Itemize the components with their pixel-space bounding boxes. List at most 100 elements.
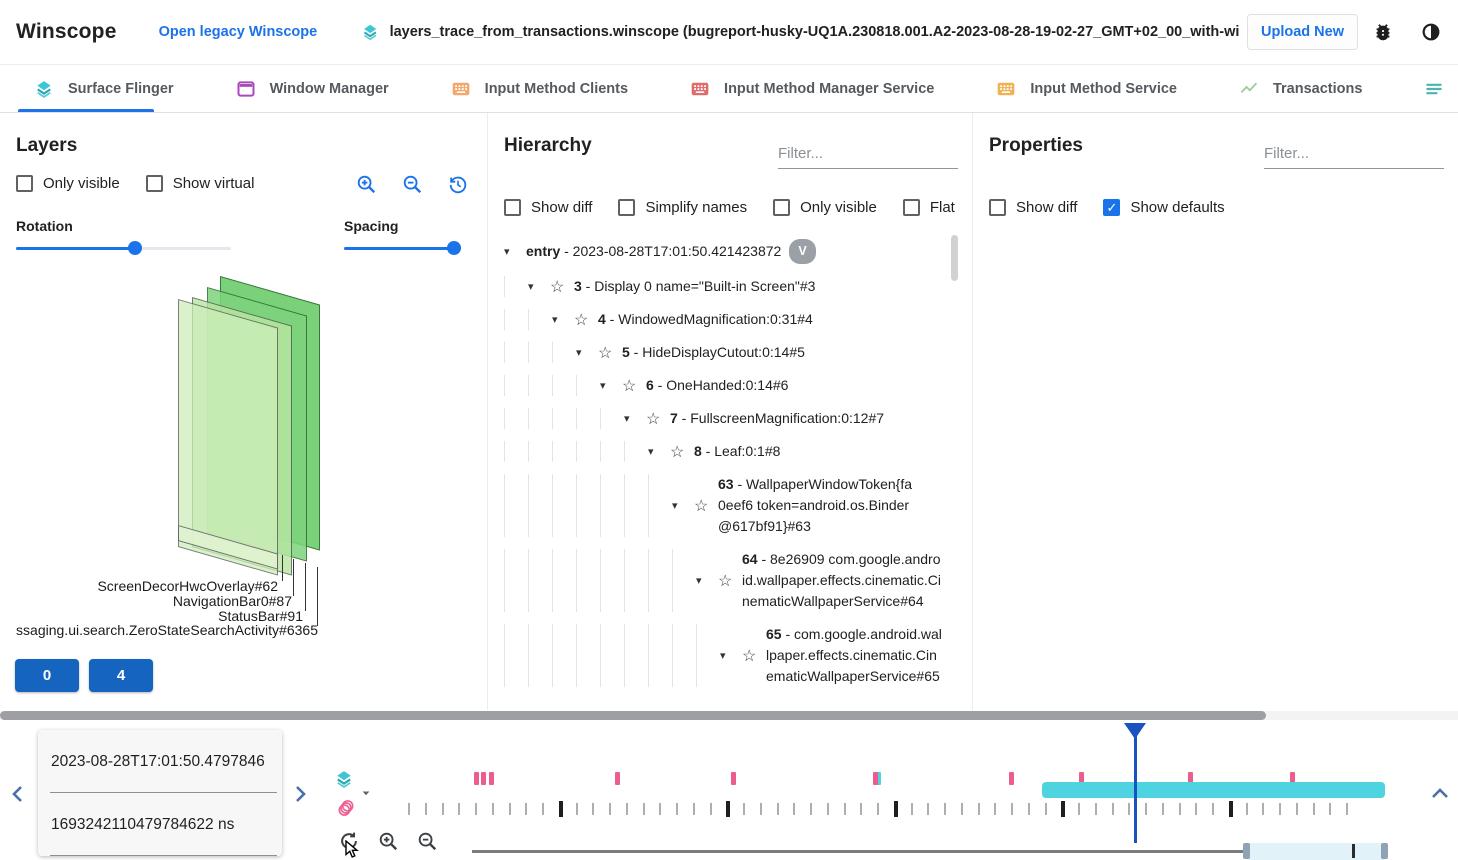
expand-caret-icon[interactable]: ▾ xyxy=(696,575,702,587)
pin-star-icon[interactable]: ☆ xyxy=(550,278,565,296)
spacing-slider-thumb[interactable] xyxy=(447,241,461,255)
transition-event-mark[interactable] xyxy=(1290,772,1295,785)
prev-entry-button[interactable] xyxy=(6,782,30,806)
layer-index-button-1[interactable]: 4 xyxy=(89,659,153,692)
timestamp-human-input[interactable] xyxy=(51,752,276,771)
pin-star-icon[interactable]: ☆ xyxy=(598,344,613,362)
upload-new-button[interactable]: Upload New xyxy=(1247,14,1358,50)
sf-event-mark[interactable] xyxy=(876,772,881,785)
pin-star-icon[interactable]: ☆ xyxy=(574,311,589,329)
tree-node-3[interactable]: ▾ ☆ 3 - Display 0 name="Built-in Screen"#3 xyxy=(504,270,944,303)
show-diff-checkbox[interactable]: Show diff xyxy=(504,199,592,216)
only-visible-checkbox[interactable]: Only visible xyxy=(16,175,120,192)
pin-star-icon[interactable]: ☆ xyxy=(742,647,757,665)
bug-icon[interactable] xyxy=(1370,19,1396,45)
expand-caret-icon[interactable]: ▾ xyxy=(720,650,726,662)
expand-caret-icon[interactable]: ▾ xyxy=(648,446,654,458)
expand-caret-icon[interactable]: ▾ xyxy=(552,314,558,326)
layers-icon xyxy=(361,21,379,43)
checkbox-label: Show diff xyxy=(531,199,593,216)
range-slider-handle-left[interactable] xyxy=(1243,843,1250,859)
transition-event-mark[interactable] xyxy=(1009,772,1014,785)
theme-toggle-icon[interactable] xyxy=(1418,19,1444,45)
range-slider-selection[interactable] xyxy=(1247,843,1385,860)
ruler-minor-tick xyxy=(1027,803,1030,815)
mouse-cursor xyxy=(344,839,360,860)
horizontal-scrollbar-thumb[interactable] xyxy=(0,711,1266,720)
ruler-minor-tick xyxy=(759,803,762,815)
transition-event-mark[interactable] xyxy=(615,772,620,785)
expand-caret-icon[interactable]: ▾ xyxy=(528,281,534,293)
next-entry-button[interactable] xyxy=(288,782,312,806)
spacing-slider[interactable] xyxy=(344,241,461,255)
pin-star-icon[interactable]: ☆ xyxy=(622,377,637,395)
ruler-major-tick xyxy=(1228,801,1233,817)
show-defaults-checkbox[interactable]: ✓ Show defaults xyxy=(1103,199,1225,216)
pin-star-icon[interactable]: ☆ xyxy=(718,572,733,590)
expand-caret-icon[interactable]: ▾ xyxy=(576,347,582,359)
timeline-zoom-in-icon[interactable] xyxy=(377,830,399,852)
collapse-timeline-button[interactable] xyxy=(1428,782,1452,806)
rotation-slider-thumb[interactable] xyxy=(128,241,142,255)
transition-event-mark[interactable] xyxy=(481,772,486,785)
properties-filter-input[interactable] xyxy=(1264,143,1444,169)
transitions-trace-icon[interactable] xyxy=(336,798,356,818)
range-slider-track[interactable] xyxy=(472,850,1247,853)
range-slider-handle-right[interactable] xyxy=(1381,843,1388,859)
refresh-icon[interactable] xyxy=(338,830,360,852)
only-visible-checkbox[interactable]: Only visible xyxy=(773,199,877,216)
transition-event-mark[interactable] xyxy=(1079,772,1084,785)
hierarchy-filter-input[interactable] xyxy=(778,143,958,169)
tab-input-method-service[interactable]: Input Method Service xyxy=(962,65,1205,112)
transition-event-mark[interactable] xyxy=(489,772,494,785)
transition-event-mark[interactable] xyxy=(1188,772,1193,785)
zoom-out-icon[interactable] xyxy=(401,173,423,195)
tree-node-4[interactable]: ▾ ☆ 4 - WindowedMagnification:0:31#4 xyxy=(504,303,944,336)
layers-3d-view[interactable]: ScreenDecorHwcOverlay#62 NavigationBar0#8… xyxy=(0,263,487,653)
timeline-selection-bar[interactable] xyxy=(1042,782,1385,798)
expand-caret-icon[interactable]: ▾ xyxy=(504,246,510,258)
transition-event-mark[interactable] xyxy=(731,772,736,785)
ruler-minor-tick xyxy=(1111,803,1114,815)
flat-checkbox[interactable]: Flat xyxy=(902,199,955,216)
transition-event-mark[interactable] xyxy=(873,772,878,785)
hierarchy-scrollbar[interactable] xyxy=(951,235,958,281)
pin-star-icon[interactable]: ☆ xyxy=(694,497,709,515)
ruler-minor-tick xyxy=(826,803,829,815)
tree-node-5[interactable]: ▾ ☆ 5 - HideDisplayCutout:0:14#5 xyxy=(504,336,944,369)
tree-node-63[interactable]: ▾ ☆ 63 - WallpaperWindowToken{fa0eef6 toke… xyxy=(504,468,944,543)
rotation-slider[interactable] xyxy=(16,241,231,255)
timestamp-ns-input[interactable] xyxy=(51,815,276,834)
tab-input-method-manager-service[interactable]: Input Method Manager Service xyxy=(656,65,962,112)
expand-caret-icon[interactable]: ▾ xyxy=(624,413,630,425)
ruler-minor-tick xyxy=(1212,803,1214,815)
tab-window-manager[interactable]: Window Manager xyxy=(202,65,417,112)
tree-node-8[interactable]: ▾ ☆ 8 - Leaf:0:1#8 xyxy=(504,435,944,468)
tab-transactions[interactable]: Transactions xyxy=(1205,65,1390,112)
transition-event-mark[interactable] xyxy=(474,772,479,785)
tab-surface-flinger[interactable]: Surface Flinger xyxy=(0,65,202,112)
tab-input-method-clients[interactable]: Input Method Clients xyxy=(417,65,656,112)
open-legacy-link[interactable]: Open legacy Winscope xyxy=(158,24,318,40)
tree-node-6[interactable]: ▾ ☆ 6 - OneHanded:0:14#6 xyxy=(504,369,944,402)
layers-trace-icon[interactable] xyxy=(334,769,354,789)
zoom-in-icon[interactable] xyxy=(355,173,377,195)
expand-caret-icon[interactable]: ▾ xyxy=(672,500,678,512)
pin-star-icon[interactable]: ☆ xyxy=(670,443,685,461)
tree-node-entry[interactable]: ▾ entry - 2023-08-28T17:01:50.421423872 V xyxy=(504,233,944,270)
show-diff-checkbox[interactable]: Show diff xyxy=(989,199,1077,216)
timeline-zoom-out-icon[interactable] xyxy=(416,830,438,852)
timeline-cursor[interactable] xyxy=(1134,725,1137,843)
layer-index-button-0[interactable]: 0 xyxy=(15,659,79,692)
expand-caret-icon[interactable]: ▾ xyxy=(600,380,606,392)
pin-star-icon[interactable]: ☆ xyxy=(646,410,661,428)
simplify-names-checkbox[interactable]: Simplify names xyxy=(618,199,747,216)
reset-view-icon[interactable] xyxy=(447,173,469,195)
show-virtual-checkbox[interactable]: Show virtual xyxy=(145,175,254,192)
tab-protolog[interactable]: ProtoLog xyxy=(1390,65,1458,112)
tree-node-7[interactable]: ▾ ☆ 7 - FullscreenMagnification:0:12#7 xyxy=(504,402,944,435)
tree-node-65[interactable]: ▾ ☆ 65 - com.google.android.wallpaper.effe… xyxy=(504,618,944,690)
tree-node-64[interactable]: ▾ ☆ 64 - 8e26909 com.google.android.wallpa… xyxy=(504,543,944,618)
trace-selector-caret-icon[interactable] xyxy=(360,786,372,798)
timeline-cursor-handle[interactable] xyxy=(1124,723,1146,739)
